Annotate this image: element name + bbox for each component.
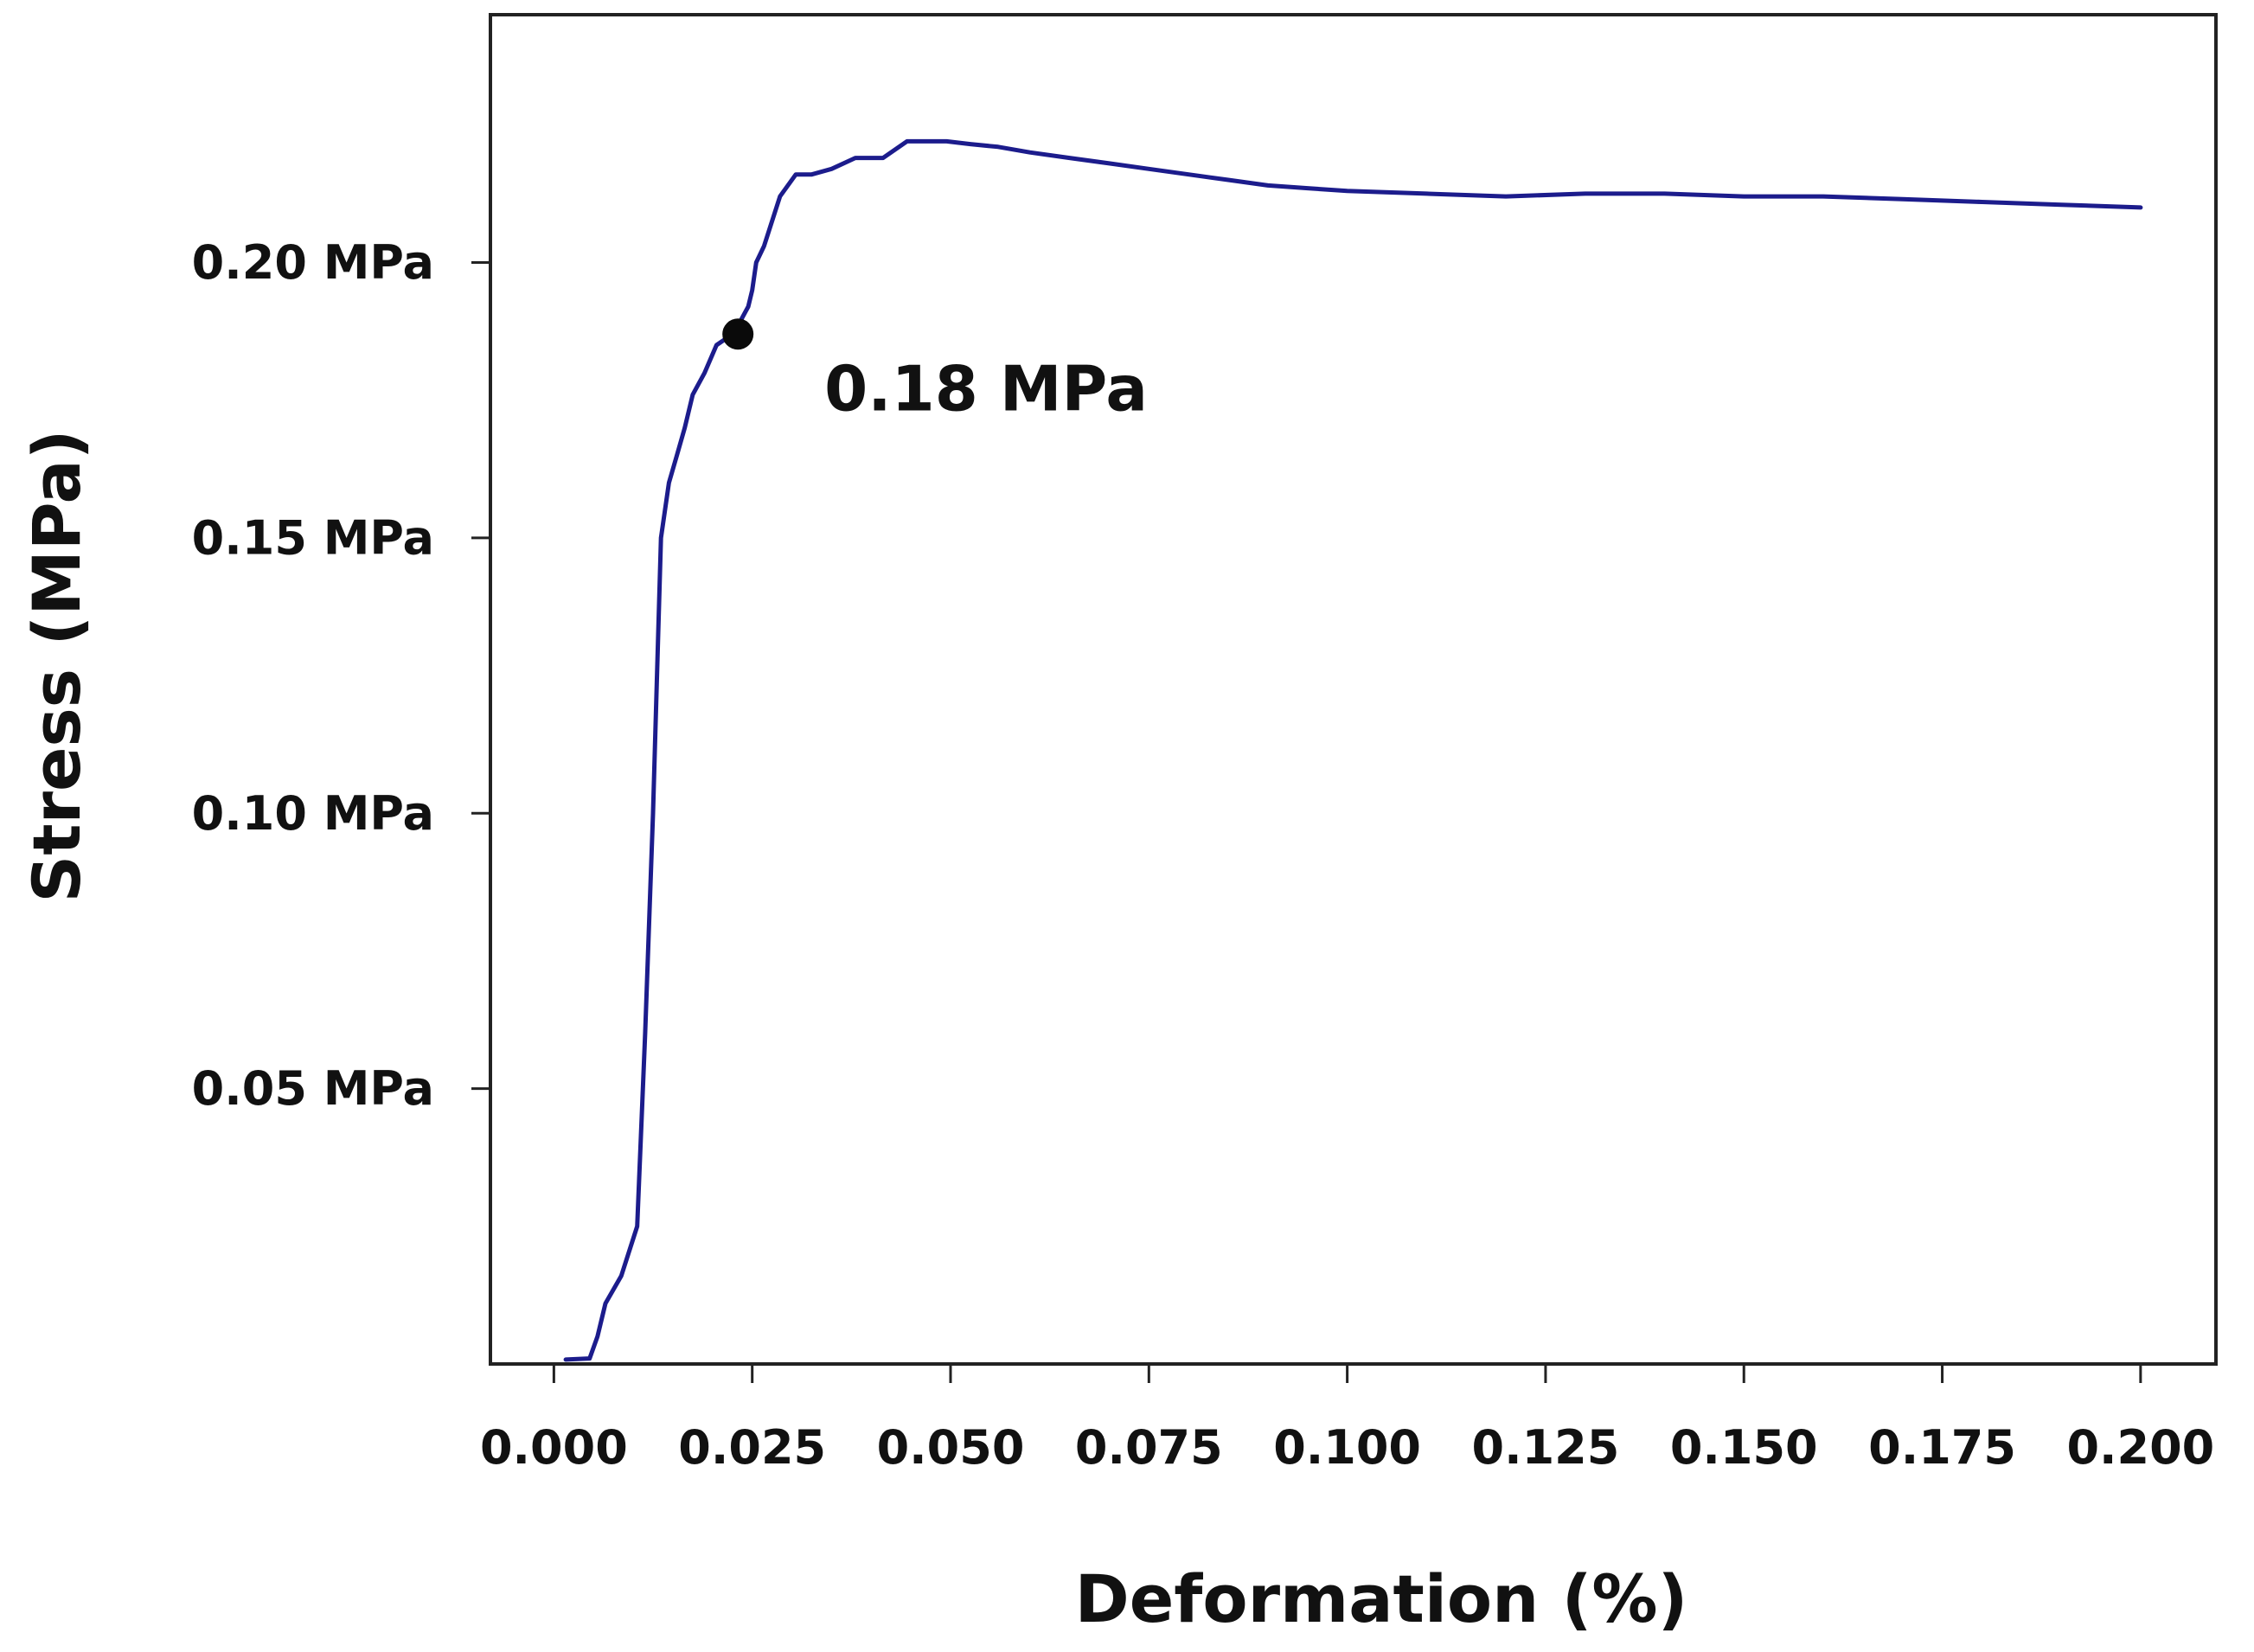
annotation-marker — [722, 318, 754, 350]
y-axis-ticks: 0.05 MPa 0.10 MPa 0.15 MPa 0.20 MPa — [192, 235, 490, 1116]
y-tick-label: 0.10 MPa — [192, 786, 434, 841]
annotation-layer: 0.18 MPa — [722, 318, 1148, 425]
y-tick-label: 0.15 MPa — [192, 510, 434, 565]
y-tick-label: 0.20 MPa — [192, 235, 434, 290]
y-axis-title: Stress (MPa) — [18, 429, 95, 902]
y-tick-label: 0.05 MPa — [192, 1061, 434, 1116]
x-axis-title: Deformation (%) — [1075, 1560, 1688, 1637]
series-layer — [563, 138, 2143, 1362]
series-line-stress — [563, 138, 2143, 1362]
x-tick-label: 0.000 — [480, 1420, 628, 1475]
x-tick-label: 0.050 — [877, 1420, 1025, 1475]
x-tick-label: 0.075 — [1075, 1420, 1223, 1475]
x-tick-label: 0.100 — [1273, 1420, 1421, 1475]
x-axis-ticks: 0.000 0.025 0.050 0.075 0.100 0.125 0.150 0.175… — [480, 1364, 2214, 1475]
x-tick-label: 0.025 — [678, 1420, 826, 1475]
plot-frame — [489, 13, 2218, 1366]
x-tick-label: 0.125 — [1472, 1420, 1620, 1475]
x-tick-label: 0.150 — [1670, 1420, 1818, 1475]
annotation-label: 0.18 MPa — [824, 352, 1148, 425]
x-tick-label: 0.175 — [1868, 1420, 2016, 1475]
x-tick-label: 0.200 — [2066, 1420, 2214, 1475]
